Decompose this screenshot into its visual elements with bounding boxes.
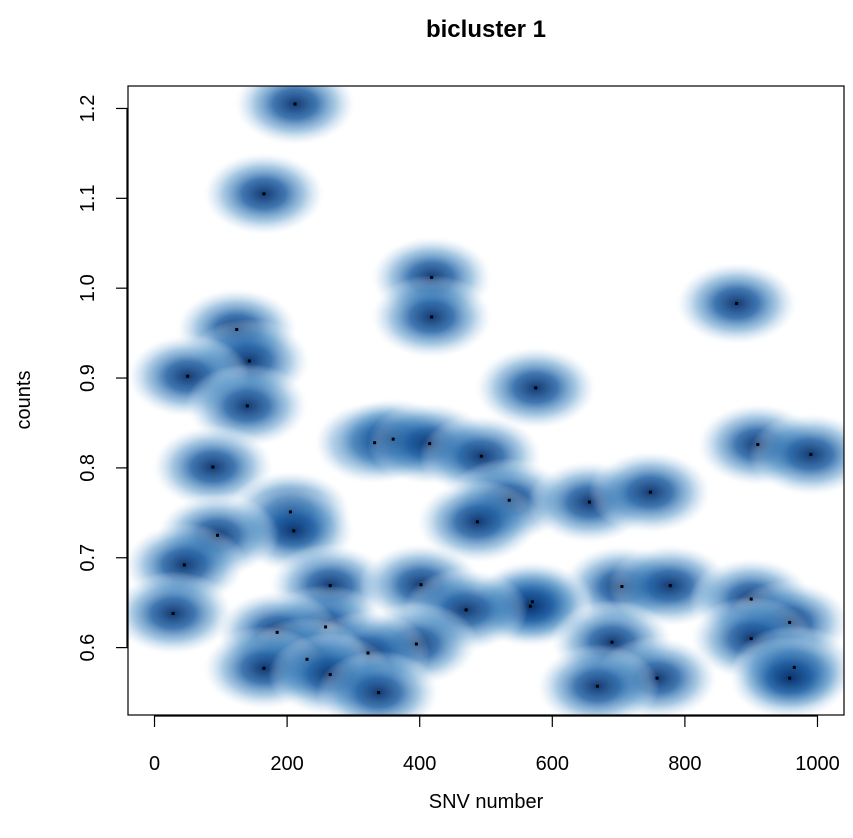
- data-point: [182, 563, 186, 567]
- data-point: [292, 529, 296, 533]
- data-point: [262, 192, 266, 196]
- density-blob: [128, 571, 236, 656]
- data-point: [428, 442, 432, 446]
- data-point: [419, 583, 423, 587]
- data-point: [171, 611, 175, 615]
- data-point: [235, 328, 239, 332]
- data-point: [749, 597, 753, 601]
- y-tick-label: 0.8: [77, 454, 99, 482]
- y-tick-label: 1.1: [77, 184, 99, 212]
- y-tick-label: 0.7: [77, 544, 99, 572]
- y-tick-label: 1.0: [77, 274, 99, 302]
- x-tick-label: 400: [403, 753, 436, 775]
- data-point: [475, 520, 479, 524]
- y-tick-label: 1.2: [77, 95, 99, 123]
- x-tick-label: 0: [149, 753, 160, 775]
- data-point: [788, 676, 792, 680]
- data-point: [216, 533, 219, 537]
- point-layer: [171, 102, 813, 695]
- data-point: [610, 640, 614, 644]
- data-point: [655, 676, 659, 680]
- data-point: [507, 498, 511, 502]
- data-point: [247, 359, 251, 363]
- x-axis: 0 200 400 600 800 1000: [149, 715, 840, 775]
- data-point: [186, 374, 190, 378]
- data-point: [293, 102, 297, 106]
- data-point: [464, 608, 468, 612]
- data-point: [648, 490, 652, 494]
- y-tick-label: 0.9: [77, 364, 99, 392]
- data-point: [792, 665, 796, 669]
- data-point: [262, 666, 266, 670]
- y-axis-label: counts: [13, 371, 35, 430]
- data-point: [530, 600, 534, 604]
- data-point: [377, 691, 381, 695]
- data-point: [391, 437, 395, 441]
- data-point: [328, 673, 332, 677]
- data-point: [528, 604, 532, 608]
- x-tick-label: 200: [270, 753, 303, 775]
- data-point: [373, 441, 377, 445]
- data-point: [366, 651, 370, 655]
- data-point: [430, 275, 434, 279]
- data-point: [305, 657, 309, 661]
- data-point: [414, 642, 418, 646]
- data-point: [587, 500, 591, 504]
- data-point: [479, 454, 483, 458]
- x-tick-label: 1000: [795, 753, 840, 775]
- data-point: [668, 584, 672, 588]
- data-point: [735, 301, 739, 305]
- y-tick-label: 0.6: [77, 634, 99, 662]
- data-point: [275, 630, 279, 634]
- density-blob: [748, 412, 844, 497]
- data-point: [620, 585, 624, 589]
- data-point: [328, 584, 332, 588]
- density-blob: [233, 86, 358, 146]
- data-point: [749, 637, 753, 641]
- data-point: [595, 684, 599, 688]
- data-point: [245, 404, 249, 408]
- plot-frame: [127, 85, 845, 716]
- data-point: [288, 510, 292, 514]
- density-blob: [535, 644, 660, 715]
- density-layer: [128, 86, 844, 715]
- chart-title: bicluster 1: [426, 16, 546, 43]
- data-point: [809, 452, 813, 456]
- y-axis: 0.6 0.7 0.8 0.9 1.0 1.1 1.2: [77, 95, 128, 662]
- x-tick-label: 600: [536, 753, 569, 775]
- x-axis-label: SNV number: [429, 791, 544, 813]
- data-point: [430, 315, 434, 319]
- data-point: [788, 620, 792, 624]
- data-point: [211, 465, 215, 469]
- data-point: [534, 386, 538, 390]
- data-point: [324, 625, 328, 629]
- density-blob: [727, 636, 844, 715]
- density-blob: [316, 650, 441, 715]
- data-point: [756, 443, 760, 447]
- x-tick-label: 800: [668, 753, 701, 775]
